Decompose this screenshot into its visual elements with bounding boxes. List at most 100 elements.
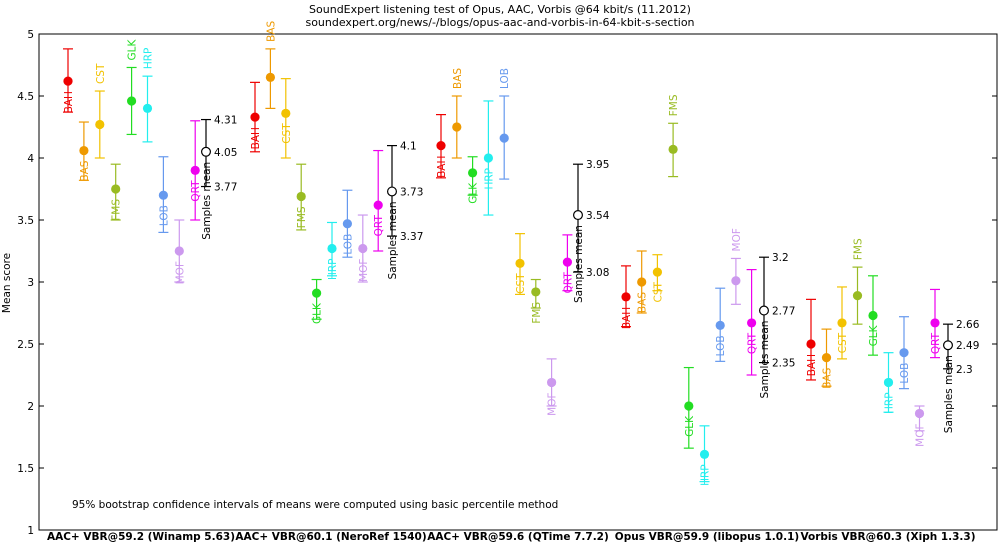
sample-label: BAH <box>806 354 818 376</box>
samples-mean-point <box>758 305 769 316</box>
sample-label: FMS <box>531 302 543 324</box>
sample-label: QRT <box>562 272 574 294</box>
sample-label: MOF <box>915 423 927 446</box>
mean-value-label: 2.49 <box>956 340 979 352</box>
mean-point <box>930 318 940 328</box>
mean-point <box>342 219 352 229</box>
y-tick-label: 3 <box>27 277 34 289</box>
x-group-label: AAC+ VBR@60.1 (NeroRef 1540) <box>235 531 426 543</box>
mean-point <box>715 320 725 330</box>
samples-mean-point <box>201 146 212 157</box>
mean-point <box>436 141 446 151</box>
samples-mean-label: Samples mean <box>573 225 585 303</box>
group-3: BAH BAS CST FMS GLK HRP LOB MOF QRT 3.2 2.77 2.35Sa… <box>621 94 795 486</box>
sample-label: BAS <box>265 20 277 41</box>
sample-label: MOF <box>731 228 743 251</box>
sample-label: HRP <box>884 392 896 414</box>
chart-subtitle: soundexpert.org/news/-/blogs/opus-aac-an… <box>305 16 694 29</box>
sample-label: QRT <box>373 215 385 237</box>
mean-high-label: 3.95 <box>586 159 609 171</box>
mean-point <box>515 258 525 268</box>
sample-label: QRT <box>190 180 202 202</box>
mean-low-label: 3.37 <box>400 231 423 243</box>
mean-point <box>684 401 694 411</box>
y-tick-label: 4 <box>27 153 34 165</box>
mean-high-label: 2.66 <box>956 319 980 331</box>
mean-point <box>821 353 832 363</box>
sample-label: GLK <box>868 324 880 346</box>
sample-label: BAS <box>79 160 91 181</box>
y-axis-label: Mean score <box>1 253 13 313</box>
mean-point <box>731 276 741 286</box>
mean-value-label: 4.05 <box>214 147 237 159</box>
sample-label: GLK <box>684 415 696 437</box>
y-tick-label: 1.5 <box>17 463 34 475</box>
y-tick-label: 3.5 <box>17 215 34 227</box>
sample-label: BAS <box>822 367 834 388</box>
sample-label: BAH <box>621 307 633 329</box>
sample-label: FMS <box>296 206 308 228</box>
sample-label: LOB <box>499 68 511 89</box>
y-tick-label: 1 <box>27 525 34 537</box>
mean-low-label: 2.35 <box>772 358 795 370</box>
samples-mean-label: Samples mean <box>943 355 955 433</box>
sample-label: CST <box>515 273 527 294</box>
x-axis: AAC+ VBR@59.2 (Winamp 5.63) AAC+ VBR@60.1… <box>47 531 976 543</box>
sample-label: CST <box>95 63 107 84</box>
sample-label: BAH <box>63 91 75 113</box>
mean-point <box>296 191 306 202</box>
mean-point <box>174 246 184 256</box>
mean-point <box>452 122 462 132</box>
mean-high-label: 3.2 <box>772 252 789 264</box>
sample-label: BAH <box>436 156 448 178</box>
mean-point <box>265 72 275 82</box>
mean-point <box>468 168 478 178</box>
mean-low-label: 2.3 <box>956 364 973 376</box>
mean-point <box>547 377 557 388</box>
mean-low-label: 3.08 <box>586 267 609 279</box>
mean-point <box>837 318 847 328</box>
sample-label: MOF <box>358 259 370 282</box>
mean-point <box>79 145 89 156</box>
y-tick-label: 2 <box>27 401 34 413</box>
group-0: BAH BAS CST FMS GLK HRP LOB MOF QRT 4.31 4.05 3.77S… <box>63 38 237 284</box>
x-group-label: AAC+ VBR@59.2 (Winamp 5.63) <box>47 531 235 543</box>
mean-point <box>806 339 816 349</box>
chart-title: SoundExpert listening test of Opus, AAC,… <box>309 3 691 16</box>
mean-high-label: 4.31 <box>214 115 237 127</box>
mean-point <box>747 318 757 328</box>
mean-point <box>637 277 647 287</box>
mean-point <box>327 243 337 254</box>
sample-label: BAS <box>452 68 464 89</box>
mean-point <box>250 112 260 122</box>
sample-label: GLK <box>127 38 139 60</box>
sample-label: LOB <box>899 363 911 384</box>
mean-point <box>281 108 291 118</box>
mean-point <box>190 165 200 175</box>
sample-label: HRP <box>700 464 712 486</box>
y-tick-label: 5 <box>27 29 34 41</box>
sample-label: LOB <box>342 234 354 255</box>
mean-point <box>668 144 678 154</box>
mean-value-label: 3.73 <box>400 186 423 198</box>
x-group-label: Vorbis VBR@60.3 (Xiph 1.3.3) <box>800 531 975 543</box>
sample-label: HRP <box>143 48 155 70</box>
mean-point <box>531 287 541 297</box>
mean-point <box>914 408 925 419</box>
mean-point <box>63 76 73 86</box>
mean-point <box>483 153 493 163</box>
mean-value-label: 3.54 <box>586 210 610 222</box>
mean-point <box>111 184 121 194</box>
sample-label: QRT <box>747 332 759 354</box>
mean-low-label: 3.77 <box>214 182 237 194</box>
mean-point <box>562 257 573 267</box>
sample-label: CST <box>281 123 293 144</box>
y-tick-label: 2.5 <box>17 339 34 351</box>
mean-value-label: 2.77 <box>772 306 795 318</box>
samples-mean-point <box>572 210 583 221</box>
